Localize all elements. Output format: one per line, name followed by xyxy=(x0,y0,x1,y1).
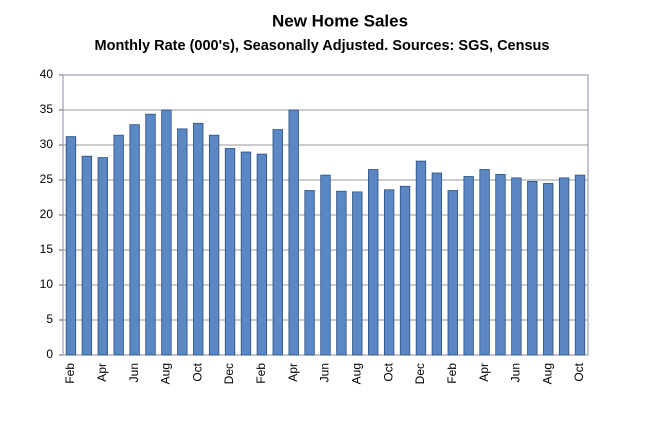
bar xyxy=(288,109,299,356)
y-tick-label: 25 xyxy=(40,172,54,186)
bar xyxy=(558,177,570,356)
x-tick-label: Dec xyxy=(413,363,427,384)
bar xyxy=(463,176,474,356)
chart-title: New Home Sales xyxy=(272,11,408,30)
x-tick-label: Feb xyxy=(445,363,459,384)
x-tick-label: Feb xyxy=(254,363,268,384)
bar xyxy=(65,136,77,356)
bar xyxy=(447,190,458,356)
y-tick-label: 10 xyxy=(40,277,54,291)
bar xyxy=(177,128,188,356)
y-tick-label: 40 xyxy=(40,67,54,81)
bar xyxy=(527,180,538,356)
x-tick-label: Oct xyxy=(572,362,586,381)
x-tick-label: Jun xyxy=(509,363,523,382)
x-tick-label: Dec xyxy=(222,363,236,384)
bar xyxy=(272,129,283,356)
x-tick-label: Oct xyxy=(190,362,204,381)
y-tick-label: 35 xyxy=(40,102,54,116)
y-tick-label: 15 xyxy=(40,242,54,256)
bar xyxy=(81,155,93,356)
bar xyxy=(495,173,506,356)
y-tick-label: 20 xyxy=(40,207,54,221)
bar xyxy=(479,169,490,356)
x-tick-label: Oct xyxy=(381,362,395,381)
bar xyxy=(352,191,363,356)
bar xyxy=(113,134,124,356)
bar xyxy=(574,174,586,356)
x-tick-label: Apr xyxy=(477,363,491,382)
bar xyxy=(415,160,427,356)
bar xyxy=(383,189,395,356)
x-tick-label: Aug xyxy=(540,363,554,384)
chart-subtitle: Monthly Rate (000's), Seasonally Adjuste… xyxy=(95,38,550,54)
x-tick-label: Jun xyxy=(318,363,332,382)
x-tick-label: Apr xyxy=(286,363,300,382)
bar xyxy=(368,169,379,356)
bar xyxy=(320,174,331,356)
bar xyxy=(543,183,554,356)
bar xyxy=(161,109,172,356)
x-tick-label: Jun xyxy=(127,363,141,382)
bar xyxy=(240,151,252,356)
bar xyxy=(193,122,204,356)
x-tick-label: Apr xyxy=(95,363,109,382)
bar xyxy=(304,190,315,356)
bar xyxy=(208,134,220,356)
bar xyxy=(399,185,411,356)
y-tick-label: 30 xyxy=(40,137,54,151)
y-tick-label: 0 xyxy=(46,347,53,361)
bar xyxy=(511,177,522,356)
x-tick-label: Aug xyxy=(159,363,173,384)
bar xyxy=(431,172,443,356)
bar xyxy=(336,190,347,356)
x-tick-label: Aug xyxy=(349,363,363,384)
y-tick-label: 5 xyxy=(46,312,53,326)
bar xyxy=(129,124,140,356)
bar xyxy=(97,157,108,356)
bar xyxy=(145,113,156,356)
x-tick-label: Feb xyxy=(63,363,77,384)
bar xyxy=(256,153,268,356)
bar xyxy=(224,148,236,356)
